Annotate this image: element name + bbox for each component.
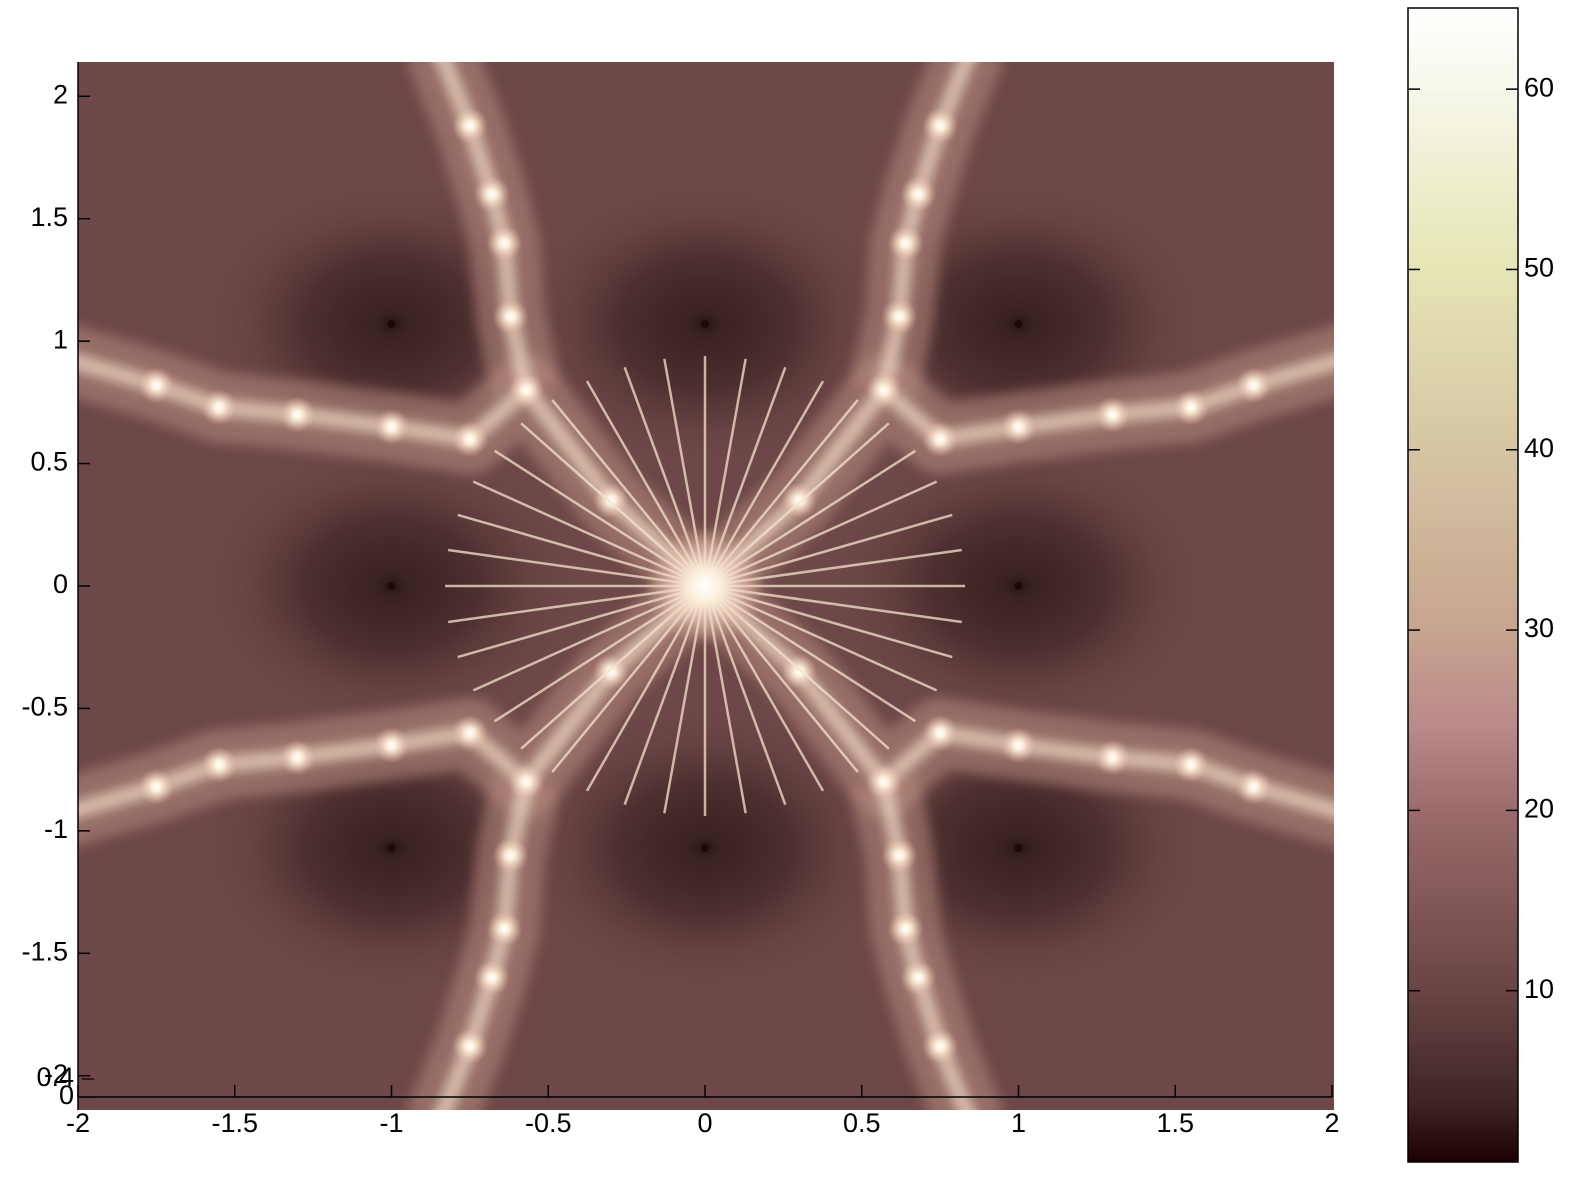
- bright-node: [1001, 409, 1037, 445]
- bright-node: [486, 911, 522, 947]
- colorbar-tick-label: 40: [1524, 433, 1554, 463]
- bright-node: [452, 108, 488, 144]
- bright-node: [888, 911, 924, 947]
- x-tick-label: -2: [66, 1108, 90, 1138]
- bright-node: [508, 372, 544, 408]
- root: [1015, 320, 1023, 328]
- bright-node: [900, 176, 936, 212]
- bright-node: [1001, 727, 1037, 763]
- bright-node: [1095, 397, 1131, 433]
- bright-node: [1173, 747, 1209, 783]
- root: [1015, 844, 1023, 852]
- bright-node: [279, 739, 315, 775]
- y-tick-label: 1.5: [30, 202, 68, 232]
- bright-node: [374, 727, 410, 763]
- bright-node: [1345, 801, 1381, 837]
- bright-node: [474, 176, 510, 212]
- bright-node: [881, 299, 917, 335]
- bright-node: [493, 837, 529, 873]
- bright-node: [866, 372, 902, 408]
- y-tick-label: -0.5: [21, 692, 68, 722]
- bright-node: [922, 421, 958, 457]
- x-tick-label: 1.5: [1156, 1108, 1194, 1138]
- colorbar-tick-label: 60: [1524, 72, 1554, 102]
- bright-node: [1236, 769, 1272, 805]
- x-tick-label: -1.5: [211, 1108, 258, 1138]
- center-glow: [645, 526, 765, 646]
- figure: -2-1.5-1-0.500.511.52-2-1.5-1-0.500.511.…: [0, 0, 1589, 1180]
- root: [701, 844, 709, 852]
- bright-node: [201, 747, 237, 783]
- bright-node: [888, 225, 924, 261]
- y-tick-label: -1.5: [21, 936, 68, 966]
- bright-node: [953, 29, 989, 65]
- bright-node: [922, 1028, 958, 1064]
- bright-node: [900, 960, 936, 996]
- fractal-image: [29, 29, 1382, 1142]
- bright-node: [881, 837, 917, 873]
- colorbar-tick-label: 30: [1524, 613, 1554, 643]
- bright-node: [1345, 335, 1381, 371]
- bright-node: [279, 397, 315, 433]
- y-tick-label: -1: [44, 814, 68, 844]
- bright-node: [421, 29, 457, 65]
- y-tick-label: 2: [53, 79, 68, 109]
- bright-node: [138, 367, 174, 403]
- root: [388, 582, 396, 590]
- root: [1015, 582, 1023, 590]
- x-tick-label: -1: [379, 1108, 403, 1138]
- x-tick-label: 0.5: [843, 1108, 881, 1138]
- colorbar-tick-label: 50: [1524, 253, 1554, 283]
- colorbar-tick-label: 10: [1524, 974, 1554, 1004]
- y-tick-label: 0: [53, 569, 68, 599]
- x-tick-label: 1: [1011, 1108, 1026, 1138]
- x-tick-label: 2: [1324, 1108, 1339, 1138]
- root: [388, 844, 396, 852]
- colorbar: 10 20 30 40 50 60: [1408, 8, 1554, 1162]
- bright-node: [508, 764, 544, 800]
- bright-node: [474, 960, 510, 996]
- bright-node: [486, 225, 522, 261]
- bright-node: [493, 299, 529, 335]
- bright-node: [452, 1028, 488, 1064]
- root: [388, 320, 396, 328]
- y-tick-label: 0.5: [30, 447, 68, 477]
- bright-node: [922, 108, 958, 144]
- bright-node: [421, 1107, 457, 1143]
- y-tick-label: 1: [53, 324, 68, 354]
- bright-node: [201, 389, 237, 425]
- bright-node: [1236, 367, 1272, 403]
- bright-node: [922, 715, 958, 751]
- bright-node: [452, 715, 488, 751]
- bright-node: [452, 421, 488, 457]
- bright-node: [866, 764, 902, 800]
- colorbar-gradient: [1408, 8, 1518, 1162]
- root: [701, 320, 709, 328]
- bright-node: [1095, 739, 1131, 775]
- bright-node: [1173, 389, 1209, 425]
- x-tick-label: -0.5: [525, 1108, 572, 1138]
- bright-node: [138, 769, 174, 805]
- inset-y-tick-label: 0.4: [36, 1062, 74, 1092]
- x-tick-label: 0: [697, 1108, 712, 1138]
- bright-node: [374, 409, 410, 445]
- bright-node: [953, 1107, 989, 1143]
- colorbar-tick-label: 20: [1524, 794, 1554, 824]
